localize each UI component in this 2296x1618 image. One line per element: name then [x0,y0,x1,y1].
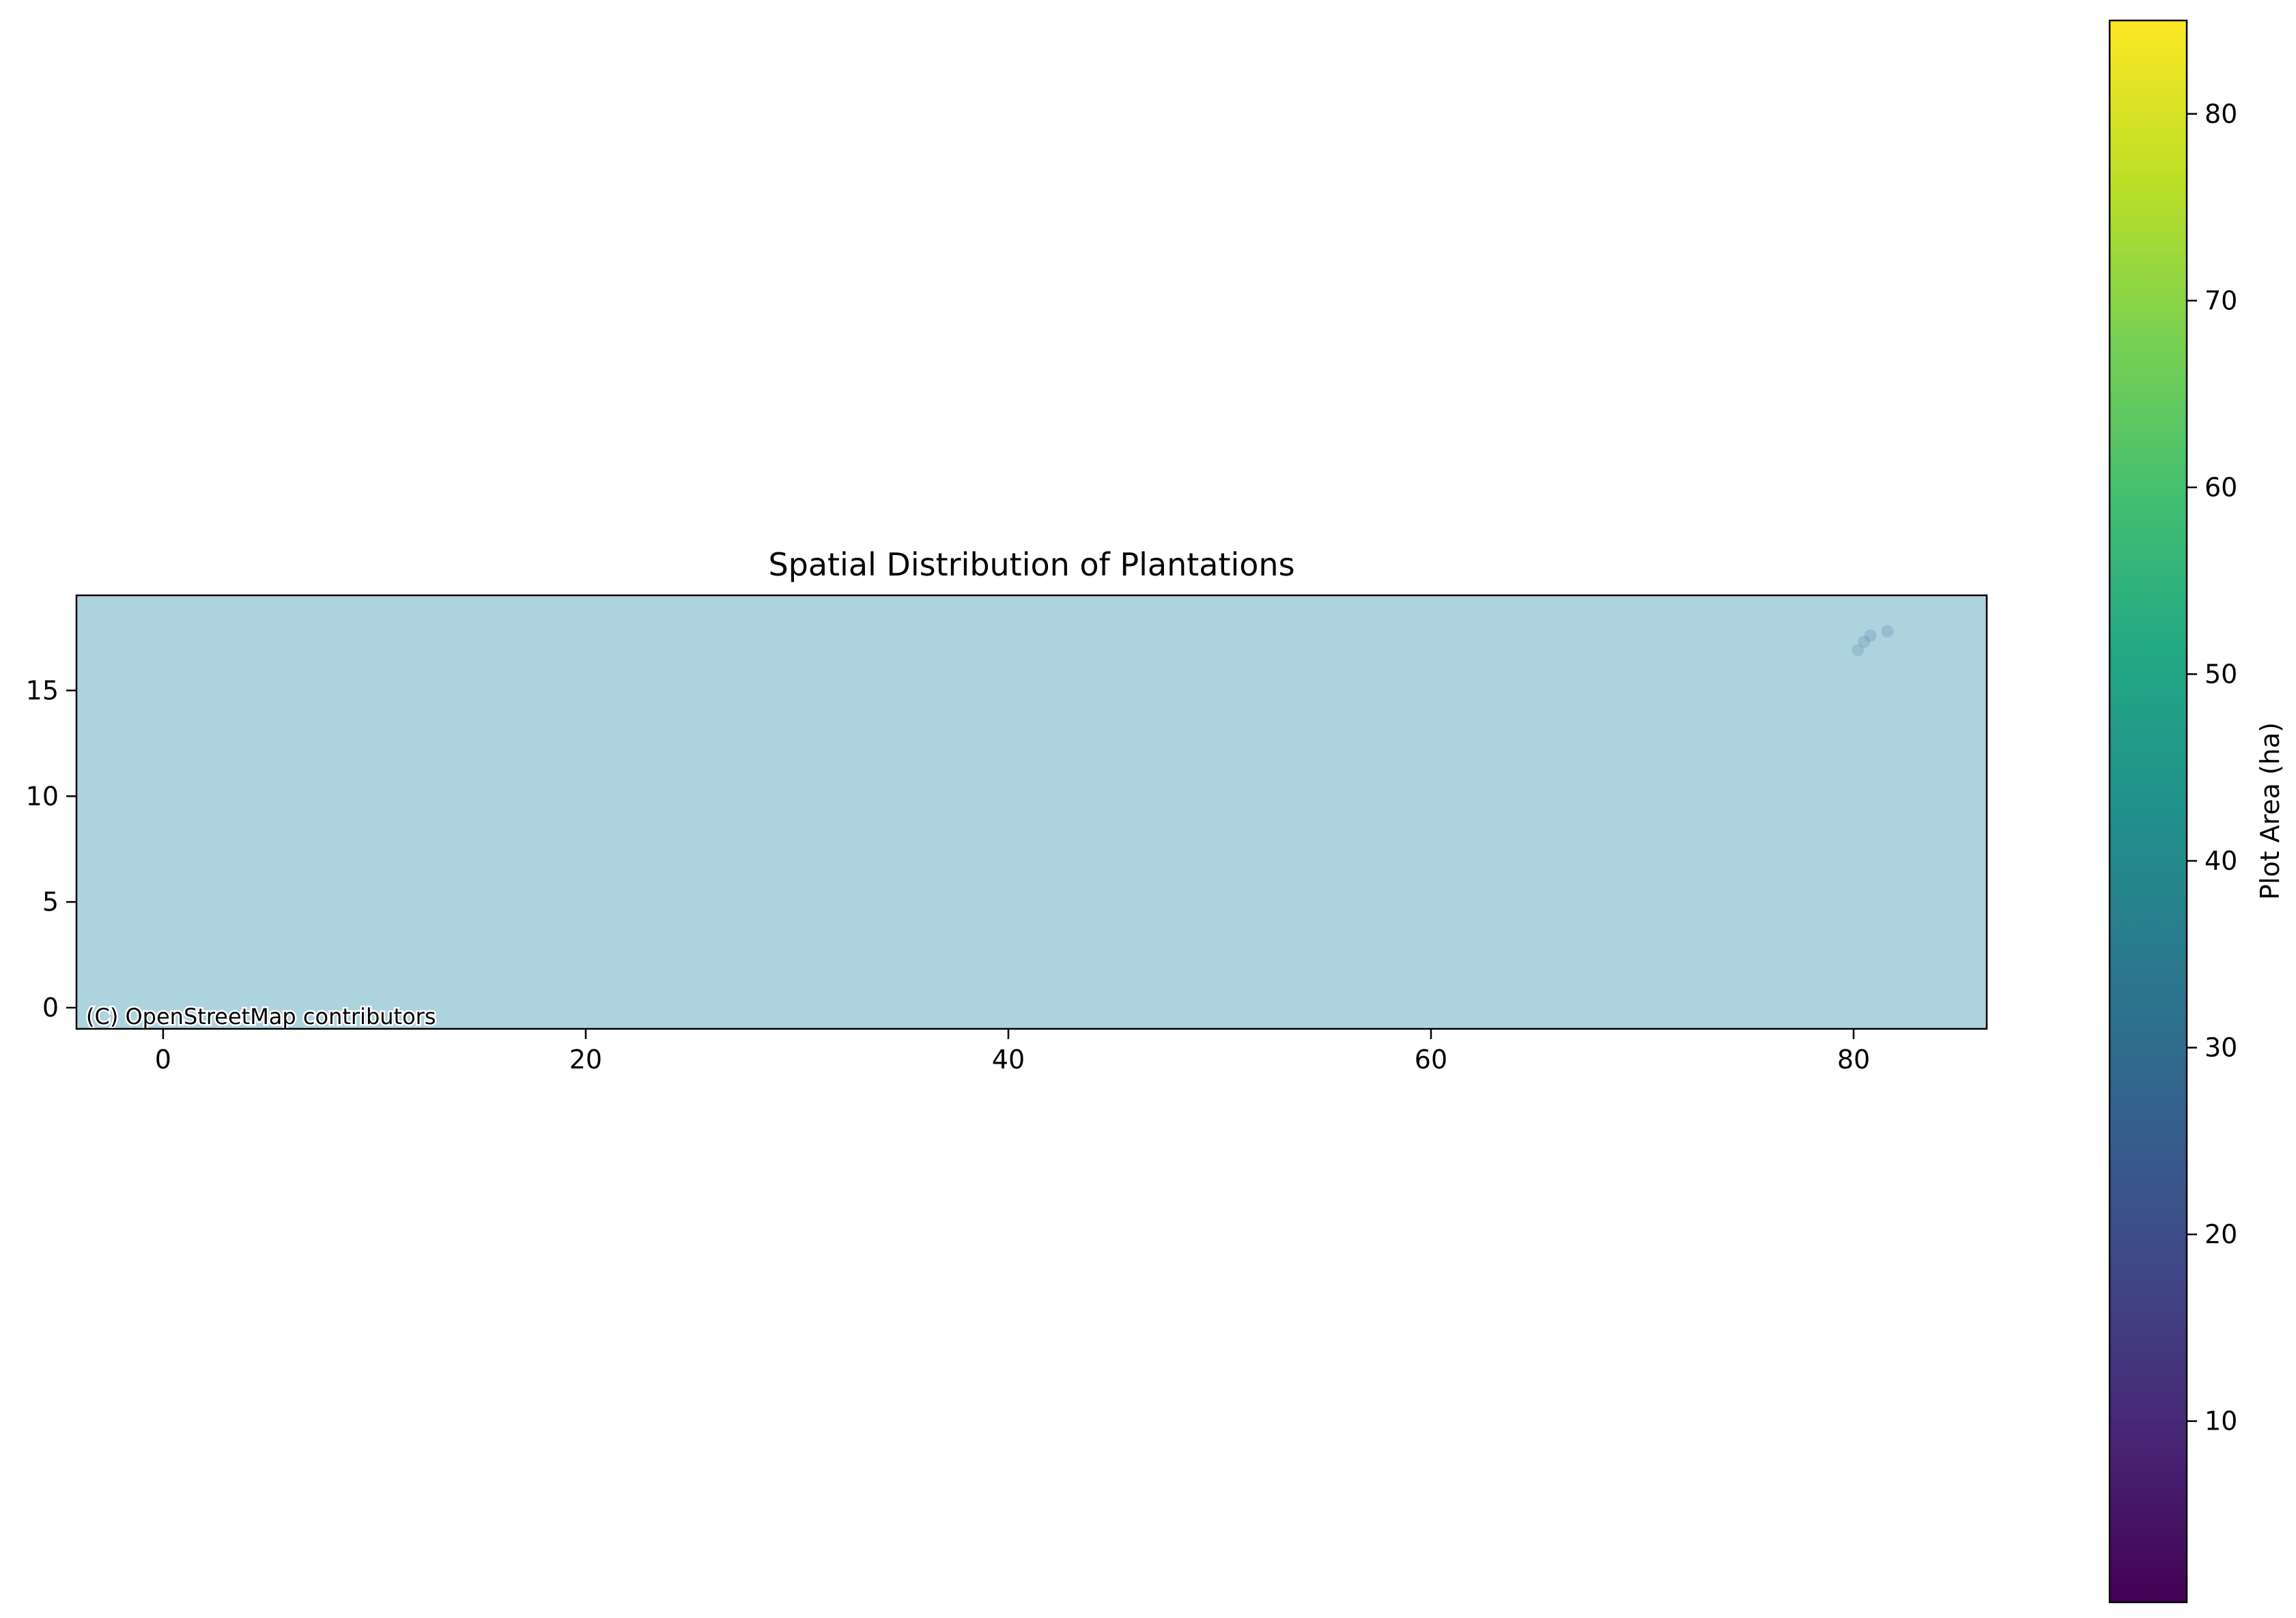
y-tick-label: 15 [26,675,59,705]
x-tick-label: 60 [1415,1045,1447,1075]
x-tick-label: 20 [569,1045,602,1075]
colorbar-ticks: 10 20 30 40 50 60 70 80 [2187,99,2237,1436]
plot-frame [75,594,1988,1030]
plantation-point [1852,644,1865,657]
colorbar-tick-label: 60 [2205,472,2237,502]
x-tick-label: 80 [1837,1045,1870,1075]
data-points [1852,625,1894,657]
basemap-attribution: (C) OpenStreetMap contributors [86,1004,436,1030]
y-tick-label: 0 [42,993,59,1023]
colorbar-tick-label: 80 [2205,99,2237,129]
colorbar-tick-label: 70 [2205,285,2237,315]
colorbar-gradient [2108,19,2188,1604]
plantation-point [1864,629,1877,642]
plot-area-background [76,595,1987,1029]
colorbar-tick-label: 50 [2205,659,2237,689]
colorbar-tick-label: 10 [2205,1406,2237,1436]
x-axis: 0 20 40 60 80 [155,1029,1870,1075]
x-tick-label: 40 [992,1045,1025,1075]
colorbar-tick-label: 30 [2205,1033,2237,1063]
y-axis: 0 5 10 15 [26,675,76,1023]
chart-title: Spatial Distribution of Plantations [768,546,1294,583]
y-tick-label: 5 [42,887,59,917]
plantation-point [1858,636,1871,649]
x-tick-label: 0 [155,1045,171,1075]
colorbar-label: Plot Area (ha) [2255,722,2285,900]
colorbar-tick-label: 40 [2205,846,2237,876]
colorbar-tick-label: 20 [2205,1219,2237,1249]
y-tick-label: 10 [26,781,59,811]
plantation-point [1881,625,1894,638]
colorbar: 10 20 30 40 50 60 70 80 Plot Area (ha) [2108,19,2285,1604]
